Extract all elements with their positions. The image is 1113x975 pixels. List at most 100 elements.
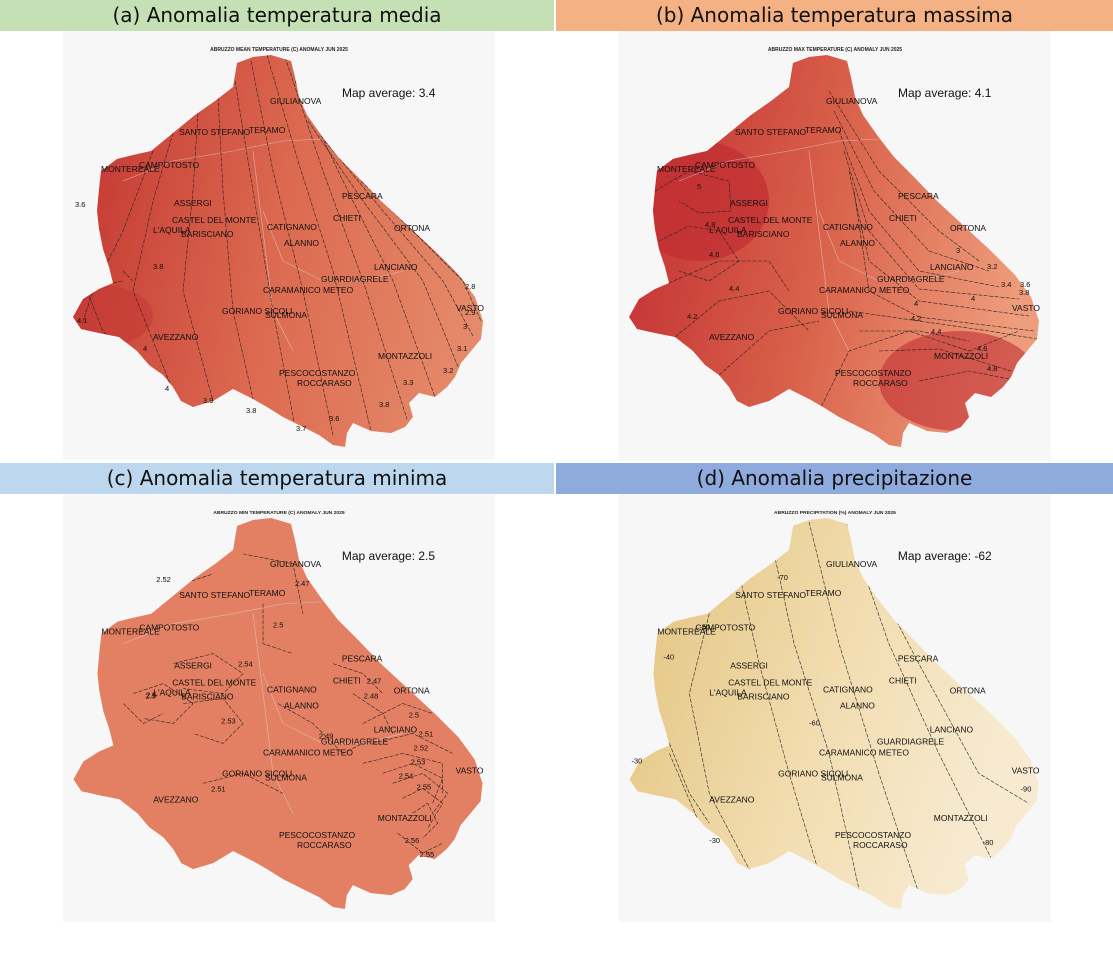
- contour-label: -60: [809, 718, 820, 727]
- map-average: Map average: 2.5: [342, 549, 435, 563]
- contour-label: 3.1: [457, 344, 467, 353]
- panel-b-header: (b) Anomalia temperatura massima: [556, 0, 1113, 31]
- city-label: ALANNO: [284, 238, 319, 248]
- contour-line: [828, 90, 980, 262]
- contour-label: 2.8: [465, 282, 475, 291]
- city-label: VASTO: [1012, 303, 1040, 313]
- contour-label: 2.55: [417, 782, 432, 791]
- contour-label: 3.7: [296, 424, 306, 433]
- contour-line: [674, 290, 810, 338]
- contour-line: [324, 140, 474, 337]
- contour-label: 3.2: [443, 366, 453, 375]
- city-label: SANTO STEFANO: [179, 590, 250, 600]
- city-label: L'AQUILA: [153, 688, 191, 698]
- city-label: ASSERGI: [174, 661, 212, 671]
- city-label: ROCCARASO: [297, 378, 352, 388]
- city-label: ASSERGI: [730, 661, 768, 671]
- city-label: PESCOCOSTANZO: [835, 368, 912, 378]
- contour-line: [362, 703, 433, 724]
- contour-line: [773, 553, 860, 890]
- city-label: MONTEREALE: [101, 627, 160, 637]
- contour-line: [402, 787, 444, 829]
- city-label: ROCCARASO: [853, 378, 908, 388]
- city-label: ROCCARASO: [297, 840, 352, 850]
- city-label: BARISCIANO: [737, 692, 790, 702]
- city-label: TERAMO: [249, 588, 286, 598]
- contour-label: 2.5: [273, 621, 283, 630]
- city-label: TERAMO: [805, 588, 842, 598]
- contour-label: 2.49: [319, 731, 334, 740]
- map-panel-d: ABRUZZO PRECIPITATION (%) ANOMALY JUN 20…: [619, 494, 1051, 922]
- contour-line: [307, 120, 460, 370]
- contour-line: [668, 260, 790, 292]
- city-label: ROCCARASO: [853, 840, 908, 850]
- city-label: MONTAZZOLI: [934, 813, 988, 823]
- city-label: SULMONA: [821, 310, 863, 320]
- contour-label: 4.6: [709, 250, 719, 259]
- city-label: CARAMANICO METEO: [263, 747, 353, 757]
- map-svg-c: ABRUZZO MIN TEMPERATURE (C) ANOMALY JUN …: [73, 510, 484, 910]
- contour-label: 2.5: [146, 691, 156, 700]
- contour-line: [332, 663, 383, 694]
- contour-line: [878, 348, 1012, 372]
- city-label: CHIETI: [333, 213, 361, 223]
- contour-line: [173, 653, 244, 694]
- city-label: MONTAZZOLI: [378, 351, 432, 361]
- city-label: SULMONA: [265, 772, 307, 782]
- contour-label: 2.47: [295, 579, 310, 588]
- city-label: SANTO STEFANO: [179, 127, 251, 137]
- city-label: GIULIANOVA: [826, 559, 877, 569]
- contour-label: 4.2: [687, 312, 697, 321]
- panel-d-header: (d) Anomalia precipitazione: [556, 463, 1113, 494]
- contour-label: 4.6: [977, 344, 987, 353]
- contour-line: [362, 753, 443, 794]
- city-label: MONTEREALE: [657, 627, 716, 637]
- city-label: PESCARA: [342, 191, 383, 201]
- contour-label: 3: [956, 246, 960, 255]
- city-label: CATIGNANO: [823, 685, 873, 695]
- contour-line: [918, 370, 1020, 382]
- city-label: ORTONA: [950, 223, 986, 233]
- contour-label: 2.9: [465, 308, 475, 317]
- contour-label: 4.8: [705, 220, 715, 229]
- contour-line: [284, 56, 408, 420]
- city-label: CATIGNANO: [267, 685, 317, 695]
- contour-line: [412, 802, 438, 839]
- city-label: CAMPOTOSTO: [695, 160, 756, 170]
- city-label: ORTONA: [394, 686, 430, 696]
- city-label: MONTEREALE: [101, 164, 160, 174]
- contour-line: [183, 698, 244, 744]
- city-label: GORIANO SICOLI: [778, 306, 848, 316]
- city-label: LANCIANO: [930, 262, 974, 272]
- city-label: ASSERGI: [174, 198, 212, 208]
- map-average: Map average: 3.4: [342, 86, 436, 100]
- hotspot-northwest: [629, 141, 769, 261]
- contour-label: 2.51: [419, 729, 434, 738]
- city-label: CATIGNANO: [823, 222, 873, 232]
- contour-line: [658, 225, 740, 282]
- contour-line: [243, 553, 304, 614]
- map-panel-b: ABRUZZO MAX TEMPERATURE (C) ANOMALY JUN …: [619, 31, 1051, 460]
- region-fill: [73, 517, 483, 910]
- contour-label: 3: [463, 322, 467, 331]
- city-label: MONTAZZOLI: [934, 351, 988, 361]
- city-label: CAMPOTOSTO: [695, 623, 755, 633]
- contour-label: 2.52: [414, 743, 429, 752]
- city-label: L'AQUILA: [709, 225, 747, 235]
- contour-lines: [654, 90, 1038, 412]
- city-label: PESCOCOSTANZO: [279, 368, 356, 378]
- contour-line: [392, 773, 449, 814]
- contour-line: [382, 763, 443, 804]
- city-label: ALANNO: [840, 238, 875, 248]
- contour-line: [654, 170, 732, 214]
- city-label: SANTO STEFANO: [735, 590, 806, 600]
- city-label: VASTO: [456, 765, 484, 775]
- contour-line: [122, 270, 134, 282]
- city-label: CHIETI: [889, 213, 917, 223]
- contour-label: 4.1: [77, 316, 87, 325]
- city-label: AVEZZANO: [153, 332, 199, 342]
- city-label: BARISCIANO: [737, 229, 790, 239]
- map-svg-d: ABRUZZO PRECIPITATION (%) ANOMALY JUN 20…: [629, 510, 1040, 910]
- city-label: ALANNO: [840, 700, 875, 710]
- region-fill: [73, 55, 483, 447]
